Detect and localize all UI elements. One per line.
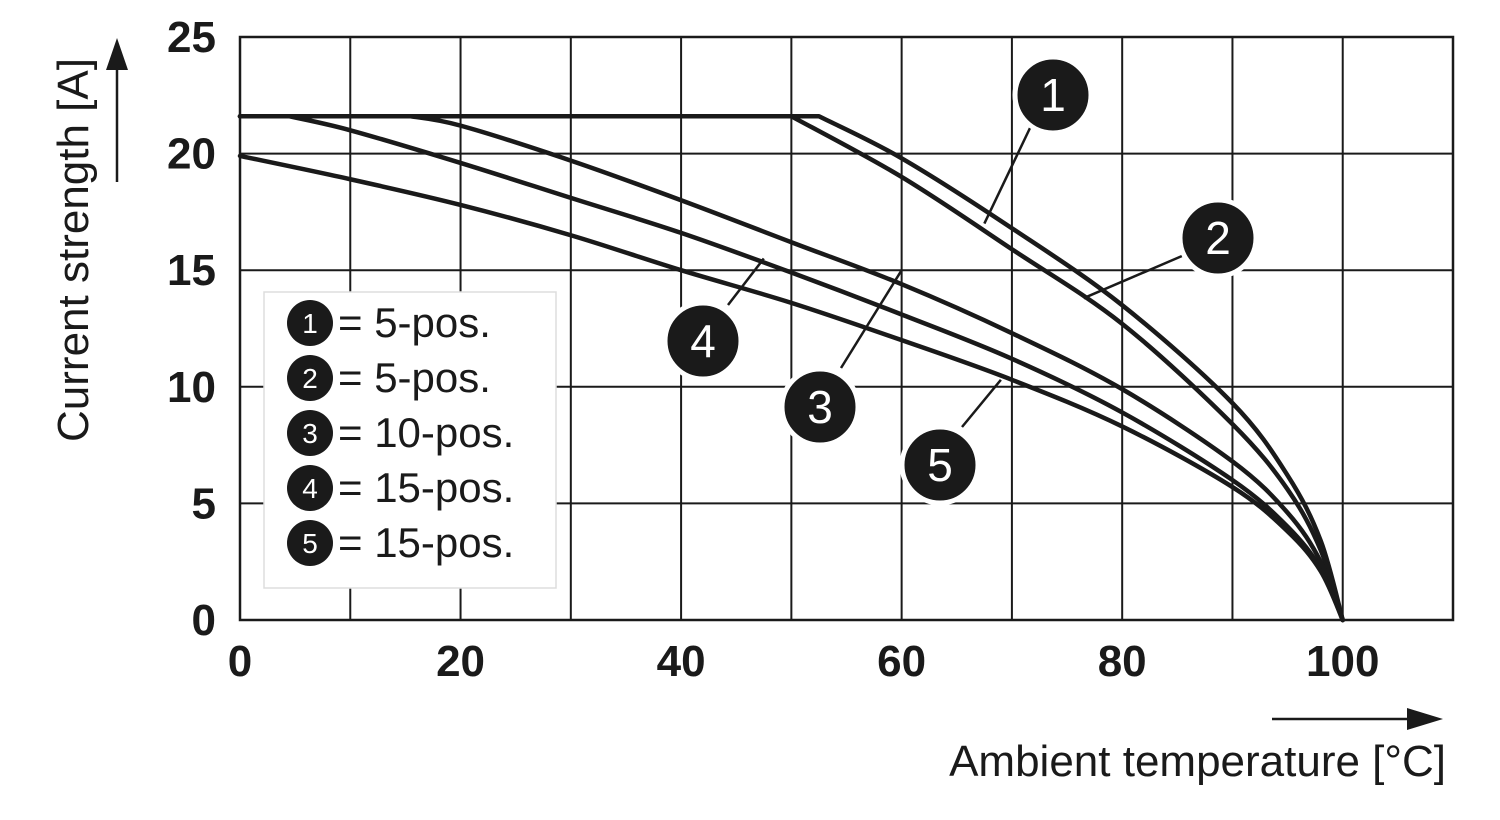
leader-line-4 — [727, 257, 765, 306]
x-tick-label: 100 — [1306, 637, 1379, 686]
legend-entry-text: = 15-pos. — [338, 464, 514, 511]
badge-circle-4 — [662, 300, 744, 382]
plot-frame — [238, 35, 1455, 622]
legend-entry-text: = 5-pos. — [338, 354, 491, 401]
series-curve-2 — [237, 114, 1345, 623]
badge-circle-3 — [779, 366, 861, 448]
badge-label-3: 3 — [807, 381, 833, 433]
legend-marker-2 — [287, 355, 333, 401]
x-tick-label: 40 — [657, 637, 706, 686]
y-tick-label: 20 — [167, 130, 216, 179]
legend-marker-label: 5 — [302, 528, 318, 559]
series-curves — [237, 114, 1345, 623]
y-axis-arrow — [106, 38, 128, 182]
annotation-badges: 1 2 3 4 5 — [662, 54, 1259, 506]
badge-circle-5 — [899, 424, 981, 506]
legend: 1 = 5-pos. 2 = 5-pos. 3 = 10-pos. 4 = 15-pos. 5 =… — [263, 291, 557, 589]
y-tick-label: 5 — [192, 479, 216, 528]
series-curve-3 — [237, 114, 1345, 623]
x-tick-label: 80 — [1098, 637, 1147, 686]
series-curve-5 — [237, 153, 1345, 623]
badge-circle-2 — [1177, 197, 1259, 279]
badge-label-4: 4 — [690, 315, 716, 367]
x-axis-label: Ambient temperature [°C] — [949, 737, 1446, 786]
legend-entry-text: = 15-pos. — [338, 519, 514, 566]
legend-marker-5 — [287, 520, 333, 566]
leader-line-3 — [839, 269, 903, 369]
leader-line-1 — [983, 127, 1032, 225]
x-tick-labels: 0 20 40 60 80 100 — [228, 637, 1380, 686]
legend-marker-label: 3 — [302, 418, 318, 449]
badge-label-2: 2 — [1205, 212, 1231, 264]
y-tick-label: 15 — [167, 246, 216, 295]
leader-line-2 — [1083, 254, 1183, 300]
x-tick-label: 0 — [228, 637, 252, 686]
legend-marker-1 — [287, 300, 333, 346]
badge-circle-1 — [1012, 54, 1094, 136]
y-tick-label: 0 — [192, 596, 216, 645]
badge-label-1: 1 — [1040, 69, 1066, 121]
y-tick-label: 25 — [167, 13, 216, 62]
annotation-leaders — [727, 127, 1183, 428]
legend-entry-text: = 5-pos. — [338, 299, 491, 346]
y-tick-label: 10 — [167, 363, 216, 412]
leader-line-5 — [961, 379, 1002, 428]
x-tick-label: 20 — [436, 637, 485, 686]
legend-marker-label: 1 — [302, 308, 318, 339]
legend-marker-3 — [287, 410, 333, 456]
badge-label-5: 5 — [927, 439, 953, 491]
legend-entry-text: = 10-pos. — [338, 409, 514, 456]
series-curve-1 — [237, 114, 1345, 623]
legend-marker-label: 4 — [302, 473, 318, 504]
legend-marker-label: 2 — [302, 363, 318, 394]
series-curve-4 — [237, 114, 1345, 623]
legend-marker-4 — [287, 465, 333, 511]
x-tick-label: 60 — [877, 637, 926, 686]
y-axis-label: Current strength [A] — [49, 58, 98, 442]
y-tick-labels: 0 5 10 15 20 25 — [167, 13, 216, 645]
x-axis-arrow — [1272, 708, 1443, 730]
